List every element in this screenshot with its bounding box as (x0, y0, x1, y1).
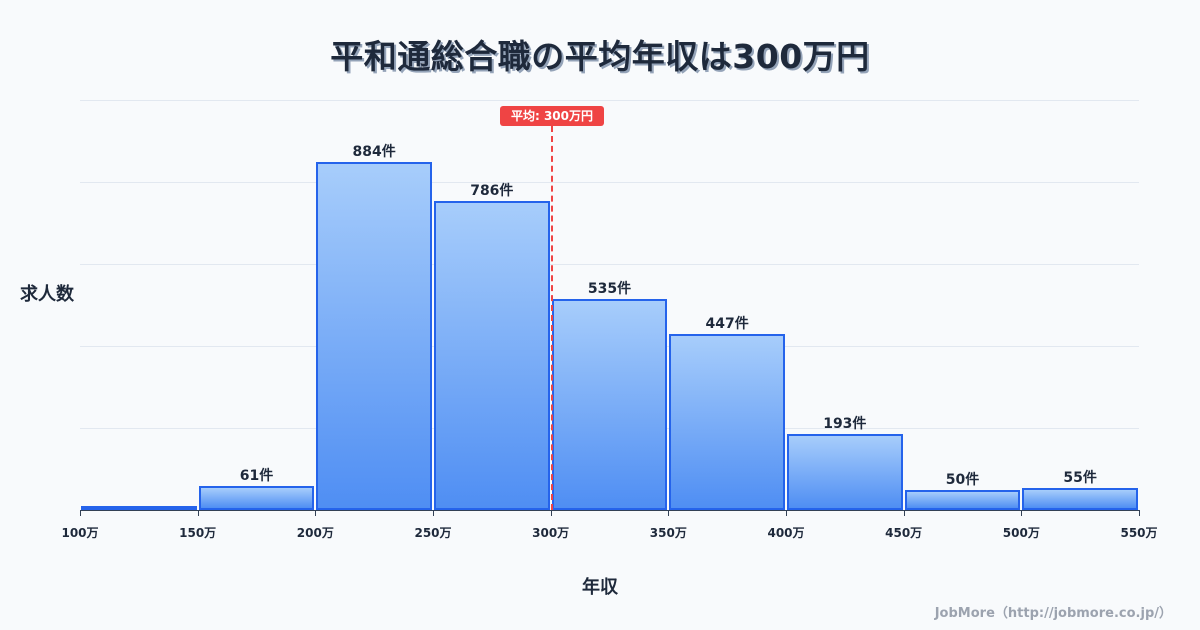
bar-value-label: 535件 (587, 281, 632, 298)
x-tick-label: 550万 (1120, 526, 1158, 540)
x-tick-label: 400万 (767, 526, 805, 540)
x-tick-label: 250万 (414, 526, 452, 540)
x-tick (903, 510, 905, 516)
footer-credit: JobMore（http://jobmore.co.jp/） (934, 606, 1172, 621)
histogram-bar (434, 200, 550, 510)
bar-value-label: 884件 (352, 144, 396, 160)
x-axis (80, 510, 1139, 511)
bar-value-label: 50件 (945, 472, 980, 489)
x-tick-label: 500万 (1002, 526, 1040, 540)
histogram-bar (551, 299, 668, 510)
x-tick (1139, 510, 1140, 516)
bar-value-label: 447件 (705, 316, 749, 333)
x-tick (668, 510, 670, 516)
bar-value-label: 193件 (823, 416, 867, 433)
bar-value-label: 786件 (470, 182, 514, 199)
bar-value-label: 55件 (1063, 470, 1097, 487)
x-tick (550, 510, 552, 516)
x-tick (786, 510, 787, 516)
x-tick-label: 300万 (532, 526, 570, 540)
x-tick-label: 100万 (61, 526, 99, 540)
x-tick-label: 350万 (649, 526, 687, 540)
x-tick (433, 510, 434, 516)
histogram-bar (198, 486, 315, 510)
histogram-bar (316, 162, 432, 510)
x-tick-label: 450万 (885, 526, 923, 540)
x-axis-label: 年収 (582, 577, 618, 598)
histogram-bar (904, 490, 1021, 510)
x-tick (80, 510, 81, 516)
histogram-bar (787, 434, 903, 510)
mean-badge: 平均: 300万円 (500, 106, 604, 126)
mean-line (551, 126, 553, 510)
histogram-bar (669, 334, 785, 510)
gridline (80, 264, 1139, 265)
histogram-bar (1022, 488, 1138, 510)
plot-area: 61件 884件 786件 535件 447件 193件 50件 55件 (80, 100, 1139, 510)
gridline (80, 182, 1139, 183)
bar-value-label: 61件 (239, 467, 274, 484)
x-tick-label: 200万 (296, 526, 334, 540)
y-axis-label: 求人数 (20, 284, 74, 305)
gridline (80, 100, 1139, 101)
histogram-bar (81, 506, 197, 510)
x-tick (197, 510, 199, 516)
chart-title: 平和通総合職の平均年収は300万円 (330, 37, 870, 76)
x-tick (1021, 510, 1023, 516)
x-tick-label: 150万 (179, 526, 217, 540)
x-tick (315, 510, 317, 516)
